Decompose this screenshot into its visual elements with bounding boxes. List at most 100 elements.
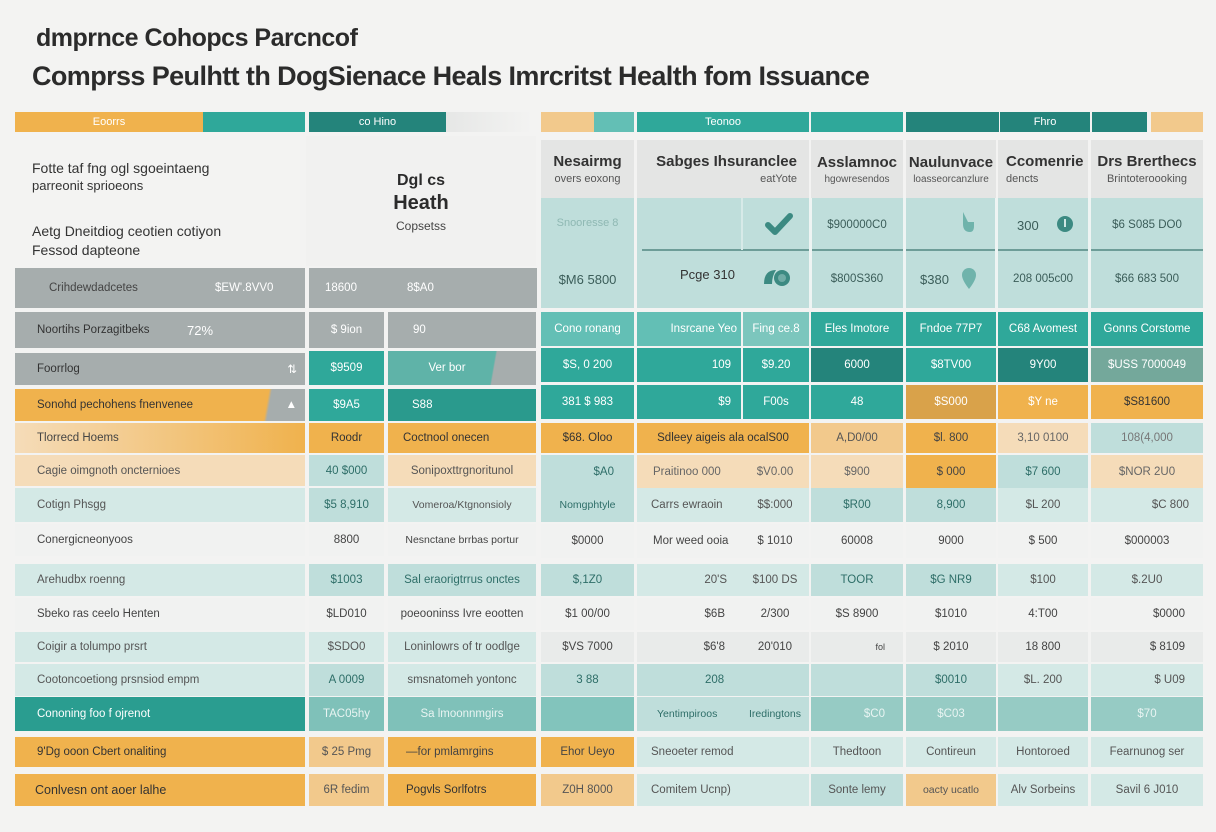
upper-panel-col0 <box>541 198 634 308</box>
table-cell: $ 8109 <box>1091 632 1203 662</box>
table-row-label[interactable]: Foorrlog ⇅ <box>15 353 305 385</box>
column-header-sub: overs eoxong <box>554 173 621 185</box>
center-title-line2: Heath <box>393 192 449 214</box>
table-cell: $1010 <box>906 598 996 630</box>
table-row-label[interactable]: Cotign Phsgg <box>15 488 305 522</box>
up-arrow-icon[interactable]: ▲ <box>285 399 297 411</box>
table-cell: $LD010 <box>309 598 384 630</box>
table-cell: $.2U0 <box>1091 564 1203 596</box>
table-cell: Vomeroa/Ktgnonsioly <box>388 488 536 522</box>
table-cell: Ver bor <box>388 351 536 385</box>
table-cell: Sonipoxttrgnoritunol <box>388 455 536 486</box>
intro-text-1: Fotte taf fng ogl sgoeintaeng parreonit … <box>32 160 209 193</box>
table-cell: Fing ce.8 <box>743 312 809 346</box>
column-header-4[interactable]: Naulunvace loasseorcanzlure <box>906 140 996 198</box>
upper-cell: 208 005c00 <box>1012 273 1074 285</box>
table-cell: Gonns Corstome <box>1091 312 1203 346</box>
table-cell <box>541 697 634 731</box>
row-label-value: $EW'.8VV0 <box>215 282 274 294</box>
table-cell: $,1Z0 <box>541 564 634 596</box>
upper-cell: $900000C0 <box>827 219 887 231</box>
table-cell: 20'010 <box>741 632 809 662</box>
upper-cell: $380 <box>920 271 949 287</box>
table-row-label[interactable]: Arehudbx roenng <box>15 564 305 596</box>
topbar-right-mint <box>594 112 634 132</box>
table-row-label[interactable]: Sbeko ras ceelo Henten <box>15 598 305 630</box>
table-cell: 8,900 <box>906 488 996 522</box>
page-title-line2: Comprss Peulhtt th DogSienace Heals Imrc… <box>32 61 870 91</box>
upper-cell: Snooresse 8 <box>556 217 619 229</box>
table-cell: 2/300 <box>741 598 809 630</box>
column-header-5[interactable]: Ccomenrie dencts <box>998 140 1088 198</box>
intro-text-2: Aetg Dneitdiog ceotien cotiyon Fessod da… <box>32 223 221 258</box>
column-header-1[interactable]: Nesairmg overs eoxong <box>541 140 634 198</box>
table-cell: Loninlowrs of tr oodlge <box>388 632 536 662</box>
topbar-right-orange <box>541 112 594 132</box>
center-title-line1: Dgl cs <box>396 172 445 189</box>
table-cell: 6R fedim <box>309 774 384 806</box>
table-row-label[interactable]: Conergicneonyoos <box>15 524 305 556</box>
table-row-label[interactable]: Noortihs Porzagitbeks 72% <box>15 312 305 348</box>
table-cell: Fearnunog ser <box>1091 737 1203 767</box>
table-cell: $0010 <box>906 664 996 696</box>
column-header-title: Sabges Ihsuranclee <box>656 153 797 170</box>
table-cell: $000003 <box>1091 524 1203 558</box>
row-value-a: 18600 <box>325 282 357 294</box>
table-row-label[interactable]: Coigir a tolumpo prsrt <box>15 632 305 662</box>
table-cell: $ 000 <box>906 455 996 488</box>
table-row-label[interactable]: Crihdewdadcetes $EW'.8VV0 <box>15 268 305 308</box>
table-row-label[interactable]: Cootoncoetiong prsnsiod empm <box>15 664 305 696</box>
table-cell: $R00 <box>811 488 903 522</box>
column-header-title: Drs Brerthecs <box>1097 153 1197 170</box>
table-cell: 381 $ 983 <box>541 385 634 419</box>
topbar-right-segment <box>811 112 903 132</box>
table-cell: $USS 7000049 <box>1091 348 1203 382</box>
table-cell: 208 <box>637 664 809 696</box>
table-cell: F00s <box>743 385 809 419</box>
table-cell: 18 800 <box>998 632 1088 662</box>
table-cell: $L 200 <box>998 488 1088 522</box>
table-cell: $ 1010 <box>741 524 809 558</box>
row-label: Crihdewdadcetes <box>49 282 138 294</box>
sort-icon[interactable]: ⇅ <box>287 364 297 376</box>
upper-cell: 300 <box>1017 217 1039 233</box>
table-row-label[interactable]: Sonohd pechohens fnenvenee ▲ <box>15 389 305 421</box>
table-cell: Fndoe 77P7 <box>906 312 996 346</box>
column-header-2[interactable]: Sabges Ihsuranclee eatYote <box>637 140 809 198</box>
table-cell: $S81600 <box>1091 385 1203 419</box>
table-row-label[interactable]: Conlvesn ont aoer lalhe <box>15 774 305 806</box>
upper-cell: $800S360 <box>830 273 884 285</box>
table-cell: 8800 <box>309 524 384 556</box>
table-row-label[interactable]: Cagie oimgnoth oncternioes <box>15 455 305 486</box>
table-cell: 3 88 <box>541 664 634 696</box>
table-cell: 20'S <box>637 564 741 596</box>
table-cell: fol <box>811 632 903 662</box>
column-header-3[interactable]: Asslamnoc hgowresendos <box>811 140 903 198</box>
table-cell: $ 2010 <box>906 632 996 662</box>
column-header-sub: dencts <box>1006 173 1039 185</box>
table-row-label[interactable]: Tlorrecd Hoems <box>15 423 305 453</box>
table-cell: $Y ne <box>998 385 1088 419</box>
column-header-title: Nesairmg <box>553 153 622 170</box>
upper-panel-vline <box>741 198 743 250</box>
table-cell: Sdleey aigeis ala ocalS00 <box>637 423 809 453</box>
table-cell: Pogvls Sorlfotrs <box>388 774 536 806</box>
table-row-label[interactable]: Cononing foo f ojrenot <box>15 697 305 731</box>
table-cell: —for pmlamrgins <box>388 737 536 767</box>
column-header-6[interactable]: Drs Brerthecs Brintoteroooking <box>1091 140 1203 198</box>
table-row-label[interactable]: 9'Dg ooon Cbert onaliting <box>15 737 305 767</box>
table-cell: $$:000 <box>741 488 809 522</box>
table-cell: Eles Imotore <box>811 312 903 346</box>
intro-text-1-line1: Fotte taf fng ogl sgoeintaeng <box>32 160 210 176</box>
upper-cell: $66 683 500 <box>1115 273 1179 285</box>
table-cell: $S000 <box>906 385 996 419</box>
table-cell: $S, 0 200 <box>541 348 634 382</box>
table-cell: 9000 <box>906 524 996 558</box>
topbar-end-orange <box>1151 112 1203 132</box>
table-cell: 60008 <box>811 524 903 558</box>
column-header-title: Asslamnoc <box>816 153 898 171</box>
table-cell: $L. 200 <box>998 664 1088 696</box>
table-cell: $NOR 2U0 <box>1091 455 1203 488</box>
upper-cell: Pcge 310 <box>680 266 735 282</box>
table-cell: $VS 7000 <box>541 632 634 662</box>
